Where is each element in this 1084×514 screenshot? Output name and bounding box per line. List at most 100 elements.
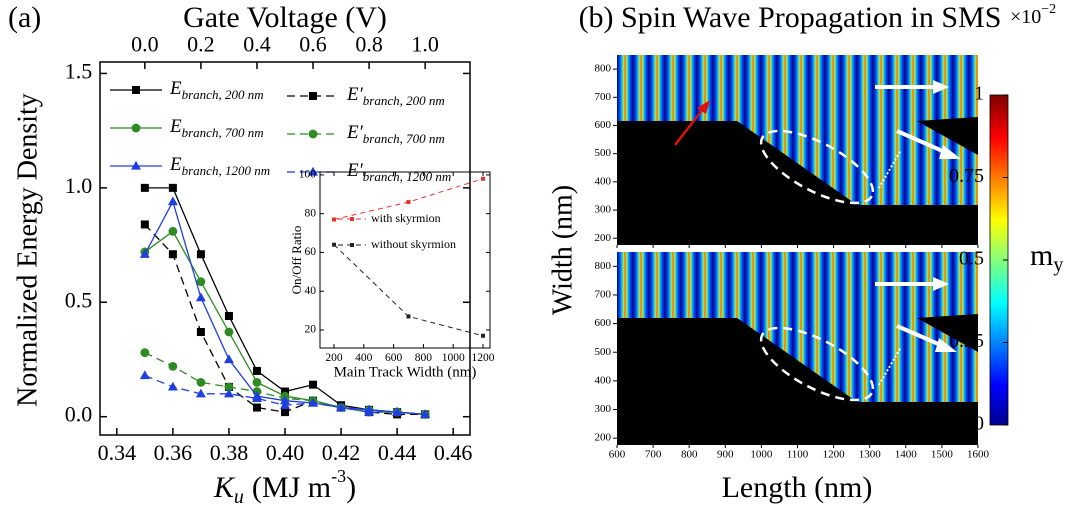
marker xyxy=(167,381,178,391)
x-tick-label: 900 xyxy=(717,449,734,461)
marker xyxy=(480,333,485,338)
marker xyxy=(167,196,178,206)
x-tick-label: 600 xyxy=(385,352,403,364)
x-tick-label: 0.46 xyxy=(434,440,473,465)
dotted-line xyxy=(878,346,902,386)
marker xyxy=(139,249,150,258)
series-line xyxy=(144,230,426,416)
marker xyxy=(406,200,411,205)
y-tick-label: 800 xyxy=(595,260,612,272)
marker xyxy=(132,86,140,94)
marker xyxy=(252,393,262,402)
y-tick-label: 1.5 xyxy=(65,58,93,83)
marker xyxy=(168,250,177,259)
highlight-ellipse xyxy=(759,129,875,205)
y-tick-label: 1.0 xyxy=(65,173,93,198)
marker xyxy=(309,380,318,389)
marker xyxy=(140,183,149,192)
marker xyxy=(195,388,206,398)
y-tick-label: 0.0 xyxy=(65,402,93,427)
marker xyxy=(308,166,318,176)
marker xyxy=(139,370,150,380)
marker xyxy=(140,220,149,229)
marker xyxy=(336,402,347,412)
y-tick-label: 600 xyxy=(595,119,612,131)
x-tick-label: 400 xyxy=(355,352,373,364)
legend-label: E′branch, 1200 nm xyxy=(346,160,451,184)
legend-name: E′ xyxy=(346,84,364,105)
arrow-head xyxy=(935,338,957,352)
series-line xyxy=(144,199,426,416)
arrow-head xyxy=(939,145,961,159)
marker xyxy=(168,183,177,192)
marker xyxy=(350,243,354,247)
y-tick-label: 100 xyxy=(299,169,317,181)
plot-frame xyxy=(319,171,491,349)
marker xyxy=(223,354,234,364)
legend-subscript: branch, 200 nm xyxy=(182,87,264,102)
marker xyxy=(224,312,233,321)
marker xyxy=(223,388,234,398)
legend-label: without skyrmion xyxy=(371,237,456,251)
x-tick-label: 1200 xyxy=(471,352,494,364)
y-tick-label: 500 xyxy=(595,346,612,358)
legend-name: E xyxy=(169,116,182,137)
marker xyxy=(196,277,206,287)
x-tick-label: 0.44 xyxy=(378,440,417,465)
legend-name: E xyxy=(169,78,182,99)
marker xyxy=(308,397,318,407)
legend-name: E xyxy=(169,154,182,175)
marker xyxy=(420,409,431,419)
colorbar-tick-label: 0 xyxy=(974,413,984,435)
y-tick-label: 80 xyxy=(304,207,316,219)
x-tick-label: 600 xyxy=(609,449,626,461)
marker xyxy=(308,129,318,139)
x-tick-label: 700 xyxy=(645,449,662,461)
marker xyxy=(392,406,403,416)
colorbar-tick-label: 0.25 xyxy=(949,330,984,352)
colorbar-multiplier: ×10−2 xyxy=(1010,2,1056,27)
y-axis-title: Width (nm) xyxy=(547,185,578,315)
marker xyxy=(196,377,206,387)
legend-subscript: branch, 1200 nm xyxy=(363,169,451,184)
colorbar-tick-label: 0.75 xyxy=(949,165,984,187)
colorbar-tick-label: 0.5 xyxy=(959,248,984,270)
y-tick-label: 700 xyxy=(595,288,612,300)
x-axis-title: Length (nm) xyxy=(722,471,873,504)
x-axis-title: Ku (MJ m-3) xyxy=(213,466,356,507)
legend-subscript: branch, 700 nm xyxy=(182,125,264,140)
marker xyxy=(168,361,178,371)
legend-label: with skyrmion xyxy=(371,211,441,225)
x2-tick-label: 0.0 xyxy=(131,32,159,57)
x2-tick-label: 0.6 xyxy=(299,32,327,57)
colorbar-tick-label: 1 xyxy=(974,83,984,105)
marker xyxy=(280,400,290,409)
x-tick-label: 800 xyxy=(681,449,698,461)
legend-subscript: branch, 200 nm xyxy=(363,93,445,108)
marker xyxy=(332,242,337,247)
inset-x-title: Main Track Width (nm) xyxy=(334,364,477,380)
x-tick-label: 1600 xyxy=(967,449,990,461)
arrow xyxy=(896,324,944,348)
highlight-ellipse xyxy=(759,326,875,402)
marker xyxy=(131,123,141,133)
x-tick-label: 0.34 xyxy=(98,440,137,465)
series-line xyxy=(144,224,426,416)
marker xyxy=(196,250,205,259)
y-tick-label: 200 xyxy=(595,432,612,444)
marker xyxy=(252,377,262,387)
y-tick-label: 500 xyxy=(595,147,612,159)
marker xyxy=(364,406,375,416)
colorbar-label: my xyxy=(1030,239,1063,276)
x-tick-label: 0.36 xyxy=(154,440,193,465)
legend-subscript: branch, 1200 nm xyxy=(182,163,270,178)
legend-label: E′branch, 200 nm xyxy=(346,84,445,108)
x-tick-label: 1100 xyxy=(787,449,809,461)
wave-region xyxy=(617,55,978,205)
marker xyxy=(131,160,141,170)
arrow-head xyxy=(933,277,949,291)
y-tick-label: 200 xyxy=(595,232,612,244)
snapshot-upper xyxy=(617,55,978,245)
legend-name: E′ xyxy=(346,122,364,143)
